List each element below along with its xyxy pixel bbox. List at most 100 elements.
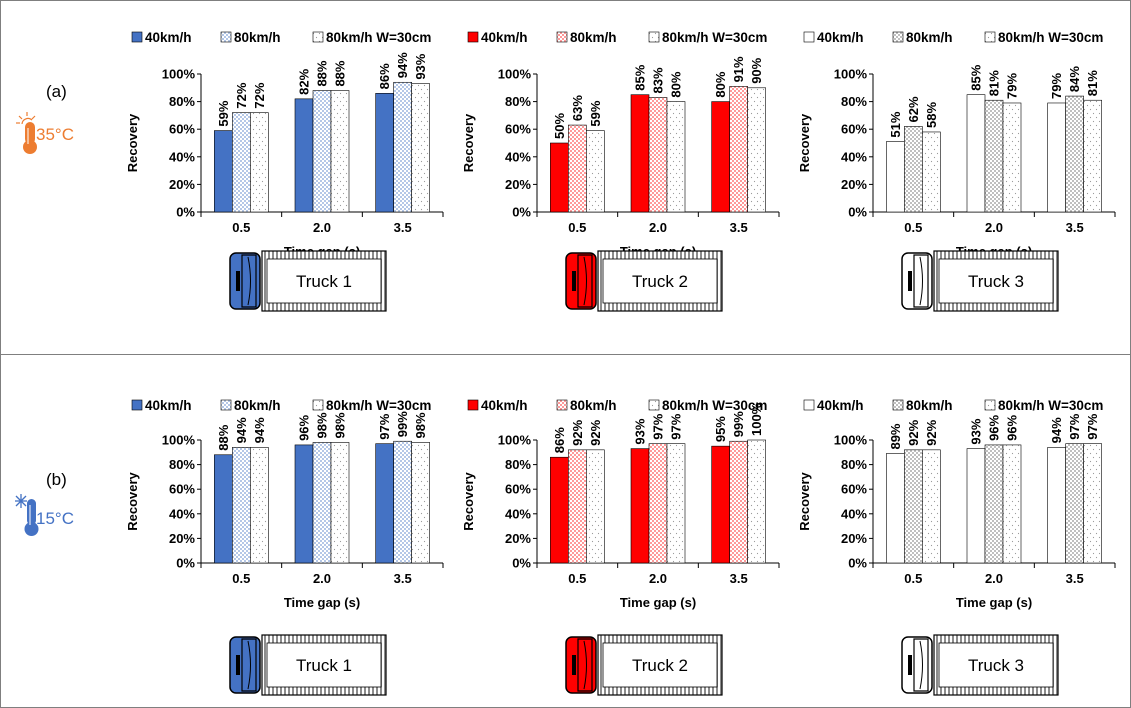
- bar: [393, 81, 412, 213]
- bar-data-label: 97%: [669, 413, 684, 439]
- y-tick-label: 100%: [834, 433, 868, 448]
- bar-data-label: 89%: [888, 423, 903, 449]
- chart-r0-t1: 40km/h 80km/h 80km/h W=30cm 0% 20% 40% 60% 80% 1…: [125, 30, 444, 259]
- legend-swatch: [984, 31, 996, 43]
- x-tick-label: 3.5: [394, 220, 412, 235]
- y-tick-label: 100%: [498, 67, 532, 82]
- y-tick-label: 20%: [841, 177, 867, 192]
- panel-label-a: (a): [46, 82, 67, 101]
- legend-label: 80km/h: [570, 30, 617, 45]
- legend-swatch: [131, 31, 143, 43]
- legend-swatch: [892, 399, 904, 411]
- bar-data-label: 98%: [413, 412, 428, 438]
- bar-data-label: 93%: [969, 418, 984, 444]
- bar-data-label: 100%: [749, 402, 764, 436]
- y-tick-label: 80%: [169, 457, 195, 472]
- x-tick-label: 2.0: [985, 571, 1003, 586]
- bar: [393, 440, 412, 564]
- legend-label: 80km/h W=30cm: [326, 30, 431, 45]
- x-tick-label: 3.5: [1066, 220, 1084, 235]
- bar: [411, 83, 430, 213]
- bar: [666, 101, 686, 213]
- legend-swatch: [220, 31, 232, 43]
- bar-data-label: 86%: [377, 63, 392, 89]
- bar-data-label: 98%: [315, 412, 330, 438]
- bar-data-label: 99%: [395, 411, 410, 437]
- legend-swatch: [984, 399, 996, 411]
- bar: [294, 444, 314, 564]
- bar: [586, 449, 605, 564]
- bar-data-label: 85%: [969, 64, 984, 90]
- legend-swatch: [892, 31, 904, 43]
- bar-data-label: 92%: [924, 419, 939, 445]
- bar-data-label: 63%: [570, 95, 585, 121]
- legend-swatch: [312, 399, 324, 411]
- bar: [330, 90, 350, 213]
- bar-data-label: 94%: [1049, 417, 1064, 443]
- x-tick-label: 0.5: [904, 220, 922, 235]
- bar: [747, 87, 766, 213]
- bar: [1083, 99, 1102, 213]
- x-tick-label: 2.0: [313, 220, 331, 235]
- bar: [568, 449, 587, 564]
- x-tick-label: 0.5: [568, 571, 586, 586]
- panel-label-b: (b): [46, 470, 67, 489]
- bar: [630, 94, 650, 213]
- bar: [1002, 444, 1022, 564]
- y-tick-label: 80%: [841, 94, 867, 109]
- bar: [922, 449, 941, 564]
- bar: [232, 447, 251, 564]
- bar-data-label: 92%: [570, 419, 585, 445]
- bar: [214, 454, 233, 564]
- bar-data-label: 59%: [588, 100, 603, 126]
- bar: [1047, 102, 1066, 213]
- y-tick-label: 20%: [505, 531, 531, 546]
- legend-label: 80km/h: [906, 398, 953, 413]
- bar-data-label: 59%: [216, 100, 231, 126]
- y-tick-label: 60%: [505, 122, 531, 137]
- bar-data-label: 94%: [395, 52, 410, 78]
- y-tick-label: 0%: [848, 205, 867, 220]
- bar: [966, 94, 986, 213]
- bar: [1083, 443, 1102, 564]
- legend-swatch: [220, 399, 232, 411]
- bar-data-label: 92%: [588, 419, 603, 445]
- x-axis-label: Time gap (s): [284, 595, 360, 610]
- bar-data-label: 80%: [669, 71, 684, 97]
- bar-data-label: 83%: [651, 67, 666, 93]
- legend-label: 80km/h W=30cm: [326, 398, 431, 413]
- y-axis-label: Recovery: [125, 113, 140, 172]
- bar-data-label: 80%: [713, 71, 728, 97]
- bar: [729, 86, 748, 213]
- bar-data-label: 79%: [1049, 73, 1064, 99]
- x-tick-label: 2.0: [649, 571, 667, 586]
- legend-label: 80km/h W=30cm: [662, 30, 767, 45]
- thermometer-sun-icon: [16, 112, 37, 154]
- y-tick-label: 20%: [169, 177, 195, 192]
- legend-swatch: [803, 399, 815, 411]
- x-tick-label: 0.5: [904, 571, 922, 586]
- legend-label: 40km/h: [145, 398, 192, 413]
- y-tick-label: 40%: [841, 149, 867, 164]
- bar-data-label: 97%: [1085, 413, 1100, 439]
- bar-data-label: 51%: [888, 111, 903, 137]
- y-tick-label: 100%: [834, 67, 868, 82]
- bar: [250, 447, 269, 564]
- legend-swatch: [131, 399, 143, 411]
- legend-swatch: [312, 31, 324, 43]
- legend-label: 40km/h: [481, 398, 528, 413]
- legend-swatch: [556, 31, 568, 43]
- chart-r1-t3: 40km/h 80km/h 80km/h W=30cm 0% 20% 40% 60% 80% 1…: [797, 398, 1116, 610]
- bar: [550, 456, 569, 564]
- y-tick-label: 20%: [169, 531, 195, 546]
- truck-label: Truck 2: [632, 272, 688, 291]
- y-tick-label: 0%: [512, 556, 531, 571]
- y-axis-label: Recovery: [125, 471, 140, 530]
- bar-data-label: 96%: [297, 414, 312, 440]
- x-axis-label: Time gap (s): [956, 595, 1032, 610]
- x-tick-label: 3.5: [1066, 571, 1084, 586]
- bar: [966, 448, 986, 564]
- x-tick-label: 2.0: [985, 220, 1003, 235]
- y-tick-label: 80%: [505, 457, 531, 472]
- bar-data-label: 97%: [651, 413, 666, 439]
